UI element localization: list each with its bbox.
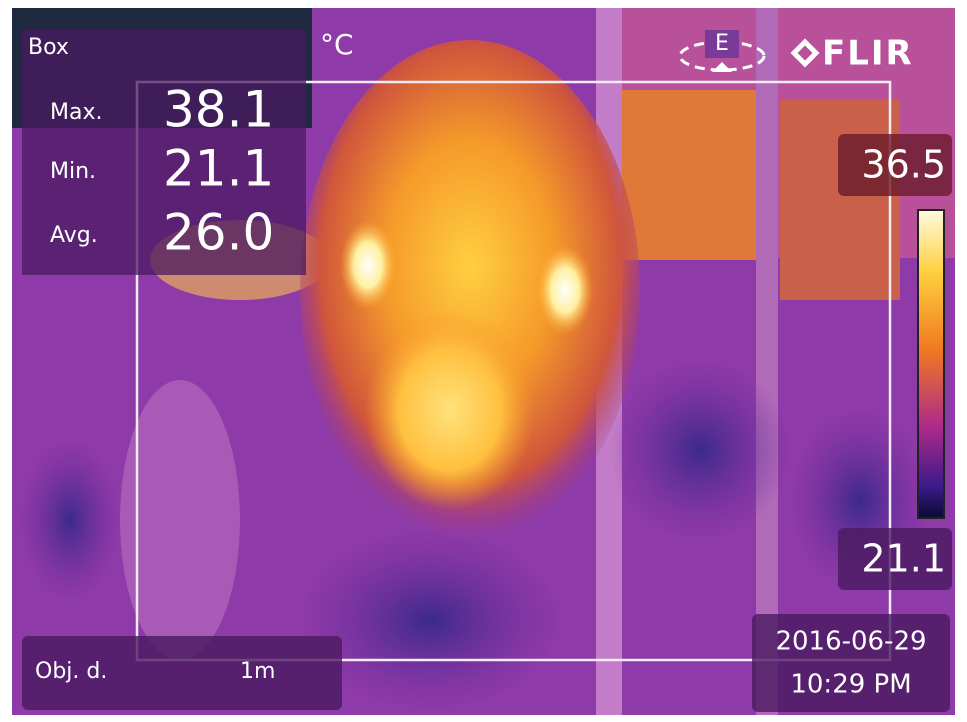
measure-label: Max.	[50, 100, 102, 125]
info-panel	[22, 30, 306, 275]
measure-value: 38.1	[163, 81, 274, 139]
compass-label: E	[715, 31, 729, 56]
brand-logo	[790, 38, 820, 68]
scale-max: 36.5	[861, 143, 946, 187]
datetime-panel	[752, 614, 950, 712]
measure-value: 26.0	[163, 204, 274, 262]
date-label: 2016-06-29	[775, 627, 926, 657]
compass-icon	[678, 30, 766, 72]
time-label: 10:29 PM	[790, 670, 911, 700]
measure-label: Avg.	[50, 223, 98, 248]
distance-panel	[22, 636, 342, 710]
measurement-box	[135, 80, 892, 662]
measure-value: 21.1	[163, 140, 274, 198]
measure-label: Min.	[50, 159, 96, 184]
distance-value: 1m	[240, 659, 275, 684]
color-scale	[917, 209, 945, 519]
brand-label: FLIR	[822, 34, 914, 74]
scale-max-box	[838, 134, 952, 196]
distance-label: Obj. d.	[35, 659, 107, 684]
unit-label: °C	[320, 28, 354, 61]
mode-label: Box	[28, 35, 69, 60]
scale-min: 21.1	[861, 537, 946, 581]
scale-min-box	[838, 528, 952, 590]
